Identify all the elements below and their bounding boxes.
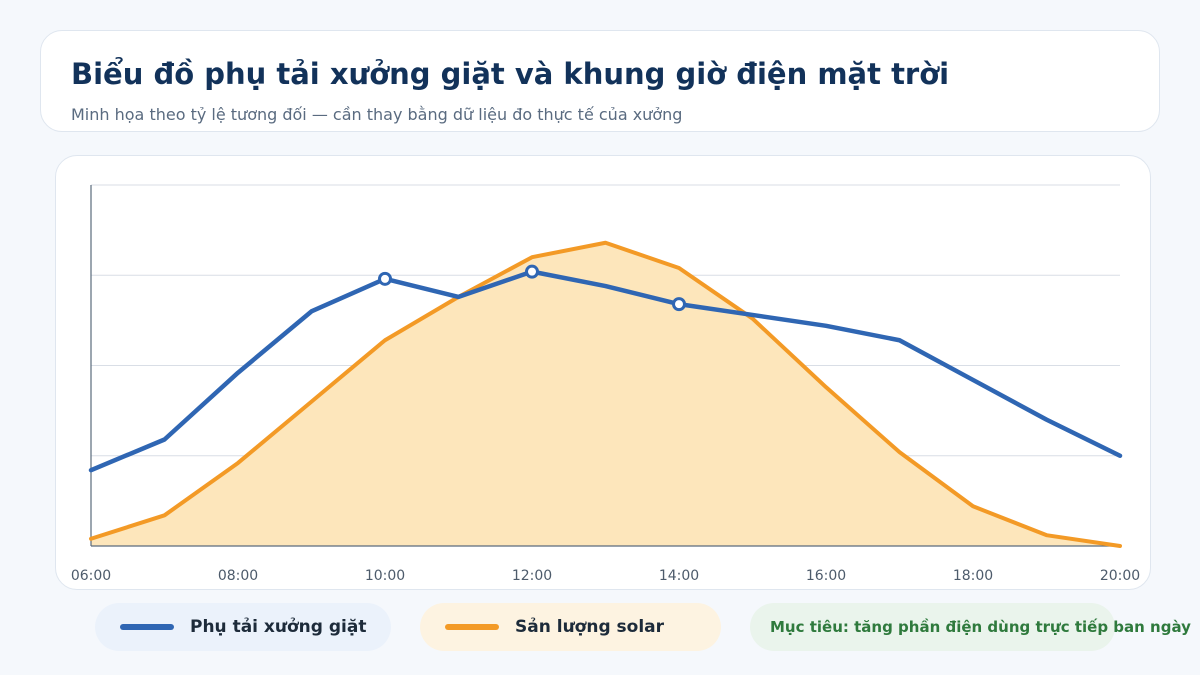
x-tick-label: 20:00 (1100, 568, 1140, 584)
header-card: Biểu đồ phụ tải xưởng giặt và khung giờ … (40, 30, 1160, 132)
x-tick-label: 18:00 (953, 568, 993, 584)
legend-item-load: Phụ tải xưởng giặt (95, 603, 391, 651)
load-point-marker-10 (378, 271, 392, 286)
goal-text: Mục tiêu: tăng phần điện dùng trực tiếp … (770, 618, 1191, 636)
page-title: Biểu đồ phụ tải xưởng giặt và khung giờ … (71, 57, 950, 91)
legend-label-load: Phụ tải xưởng giặt (190, 617, 367, 637)
legend-swatch-solar (445, 624, 499, 630)
goal-badge: Mục tiêu: tăng phần điện dùng trực tiếp … (750, 603, 1191, 651)
x-tick-label: 08:00 (218, 568, 258, 584)
legend-item-solar: Sản lượng solar (420, 603, 721, 651)
x-tick-label: 14:00 (659, 568, 699, 584)
page-subtitle: Minh họa theo tỷ lệ tương đối — cần thay… (71, 105, 683, 124)
x-tick-label: 12:00 (512, 568, 552, 584)
x-tick-label: 16:00 (806, 568, 846, 584)
x-tick-label: 06:00 (71, 568, 111, 584)
legend-label-solar: Sản lượng solar (515, 617, 665, 637)
legend-swatch-load (120, 624, 174, 630)
solar-area-fill (91, 242, 1120, 546)
load-point-marker-14 (672, 297, 686, 312)
x-tick-label: 10:00 (365, 568, 405, 584)
series-line-solar (89, 240, 1122, 548)
load-point-marker-12 (525, 264, 539, 279)
series-line-load (88, 269, 1123, 473)
